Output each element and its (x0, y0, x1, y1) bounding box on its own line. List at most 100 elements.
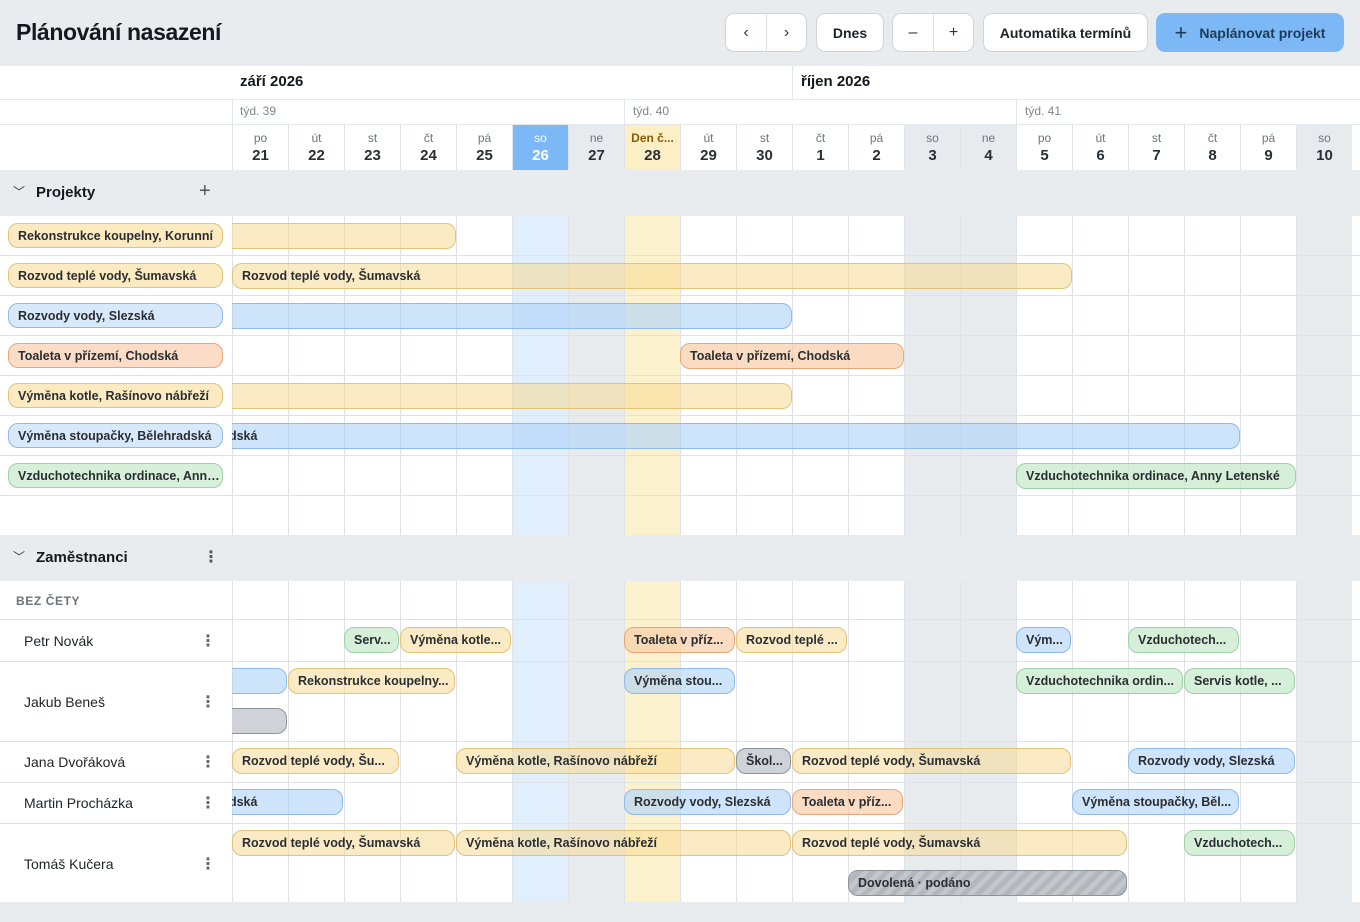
employee-name[interactable]: Petr Novák (24, 633, 94, 649)
assignment-bar[interactable]: Vzduchotech... (1184, 830, 1295, 856)
zoom-out-button[interactable]: – (908, 23, 918, 41)
assignment-bar[interactable]: Výměna kotle, Rašínovo nábřeží (456, 748, 735, 774)
assignment-bar[interactable]: Toaleta v příz... (792, 789, 903, 815)
assignment-bar[interactable]: Rozvod teplé vody, Šumavská (792, 748, 1071, 774)
projects-grid: Rozvod teplé vody, Šumavská Toaleta v př… (232, 216, 1360, 535)
project-bar[interactable] (232, 303, 792, 329)
day-name: st (1151, 131, 1162, 145)
projects-title: Projekty (36, 184, 96, 201)
project-bar[interactable]: Vzduchotechnika ordinace, Anny Letenské (1016, 463, 1296, 489)
assignment-bar[interactable]: Serv... (344, 627, 399, 653)
next-period-button[interactable]: › (766, 14, 806, 51)
assignment-bar[interactable]: Rozvod teplé vody, Šumavská (232, 830, 455, 856)
day-header[interactable]: pá 2 (848, 125, 904, 170)
assignment-bar[interactable]: Rozvod teplé ... (736, 627, 847, 653)
assignment-bar[interactable]: Výměna kotle, Rašínovo nábřeží (456, 830, 791, 856)
day-header[interactable]: so 3 (904, 125, 960, 170)
week-row: týd. 39 týd. 40 týd. 41 (0, 100, 1360, 125)
assignment-bar[interactable]: Rozvody vody, Slezská (624, 789, 791, 815)
day-name: so (926, 131, 939, 145)
calendar-header: září 2026 říjen 2026 týd. 39 týd. 40 týd… (0, 66, 1360, 170)
day-header[interactable]: ne 27 (568, 125, 624, 170)
assignment-bar[interactable]: Vzduchotechnika ordin... (1016, 668, 1183, 694)
day-header[interactable]: út 22 (288, 125, 344, 170)
day-header[interactable]: st 30 (736, 125, 792, 170)
training-bar[interactable]: Škol... (736, 748, 791, 774)
project-label[interactable]: Vzduchotechnika ordinace, Anny Letenské (8, 463, 223, 488)
assignment-bar[interactable]: Výměna kotle... (400, 627, 511, 653)
project-bar[interactable]: Rozvod teplé vody, Šumavská (232, 263, 1072, 289)
day-number: 24 (420, 147, 437, 164)
row-divider (232, 741, 1360, 742)
prev-period-button[interactable]: ‹ (726, 14, 766, 51)
day-header-selected[interactable]: so 26 (512, 125, 568, 170)
project-bar[interactable]: adská (232, 423, 1240, 449)
day-header[interactable]: čt 8 (1184, 125, 1240, 170)
day-header[interactable]: čt 1 (792, 125, 848, 170)
team-label: BEZ ČETY (16, 594, 81, 608)
assignment-bar[interactable] (232, 668, 287, 694)
collapse-employees-button[interactable]: ﹀ (13, 548, 25, 565)
row-divider (0, 455, 232, 456)
day-header[interactable]: st 23 (344, 125, 400, 170)
assignment-bar[interactable]: Vzduchotech... (1128, 627, 1239, 653)
week-divider (232, 100, 233, 125)
employee-name[interactable]: Tomáš Kučera (24, 856, 114, 872)
project-label[interactable]: Toaleta v přízemí, Chodská (8, 343, 223, 368)
employee-menu-button[interactable]: ⋮ (200, 694, 216, 711)
employees-menu-button[interactable]: ⋮ (203, 549, 219, 566)
employee-name[interactable]: Martin Procházka (24, 795, 133, 811)
plan-project-button[interactable]: + Naplánovat projekt (1156, 13, 1344, 52)
day-header[interactable]: pá 25 (456, 125, 512, 170)
auto-schedule-button[interactable]: Automatika termínů (983, 13, 1148, 52)
day-header[interactable]: út 29 (680, 125, 736, 170)
assignment-bar[interactable]: adská (232, 789, 343, 815)
day-header[interactable]: ne 4 (960, 125, 1016, 170)
today-button[interactable]: Dnes (816, 13, 884, 52)
assignment-bar[interactable]: Toaleta v příz... (624, 627, 735, 653)
collapse-projects-button[interactable]: ﹀ (13, 183, 25, 200)
row-divider (232, 335, 1360, 336)
zoom-group: – + (892, 13, 974, 52)
employee-name[interactable]: Jana Dvořáková (24, 754, 126, 770)
project-bar[interactable]: Toaleta v přízemí, Chodská (680, 343, 904, 369)
project-bar[interactable] (232, 223, 456, 249)
project-label[interactable]: Výměna kotle, Rašínovo nábřeží (8, 383, 223, 408)
day-header[interactable]: pá 9 (1240, 125, 1296, 170)
assignment-bar[interactable]: Výměna stou... (624, 668, 735, 694)
day-header[interactable]: po 5 (1016, 125, 1072, 170)
day-header[interactable]: čt 24 (400, 125, 456, 170)
assignment-bar[interactable]: Výměna stoupačky, Běl... (1072, 789, 1239, 815)
employee-menu-button[interactable]: ⋮ (200, 754, 216, 771)
zoom-in-button[interactable]: + (933, 14, 973, 51)
employee-menu-button[interactable]: ⋮ (200, 633, 216, 650)
assignment-bar[interactable]: Vým... (1016, 627, 1071, 653)
employee-menu-button[interactable]: ⋮ (200, 856, 216, 873)
chevron-left-icon: ‹ (743, 23, 749, 41)
row-divider (232, 495, 1360, 496)
project-label[interactable]: Rozvod teplé vody, Šumavská (8, 263, 223, 288)
project-label[interactable]: Rozvody vody, Slezská (8, 303, 223, 328)
day-header[interactable]: st 7 (1128, 125, 1184, 170)
day-number: 30 (756, 147, 773, 164)
assignment-bar[interactable]: Rozvod teplé vody, Šu... (232, 748, 399, 774)
employee-name[interactable]: Jakub Beneš (24, 694, 105, 710)
absence-bar[interactable] (232, 708, 287, 734)
assignment-bar[interactable]: Rozvod teplé vody, Šumavská (792, 830, 1127, 856)
day-name: Den č... (631, 131, 674, 145)
day-header-today[interactable]: Den č... 28 (624, 125, 680, 170)
day-header[interactable]: po 21 (232, 125, 288, 170)
add-project-button[interactable]: + (199, 180, 211, 202)
assignment-bar[interactable]: Rozvody vody, Slezská (1128, 748, 1295, 774)
assignment-bar[interactable]: Servis kotle, ... (1184, 668, 1295, 694)
day-name: čt (423, 131, 434, 145)
employee-menu-button[interactable]: ⋮ (200, 795, 216, 812)
day-header[interactable]: út 6 (1072, 125, 1128, 170)
vacation-bar[interactable]: Dovolená · podáno (848, 870, 1127, 896)
assignment-bar[interactable]: Rekonstrukce koupelny... (288, 668, 455, 694)
row-divider (232, 823, 1360, 824)
project-bar[interactable] (232, 383, 792, 409)
project-label[interactable]: Výměna stoupačky, Bělehradská (8, 423, 223, 448)
day-header[interactable]: so 10 (1296, 125, 1352, 170)
project-label[interactable]: Rekonstrukce koupelny, Korunní (8, 223, 223, 248)
